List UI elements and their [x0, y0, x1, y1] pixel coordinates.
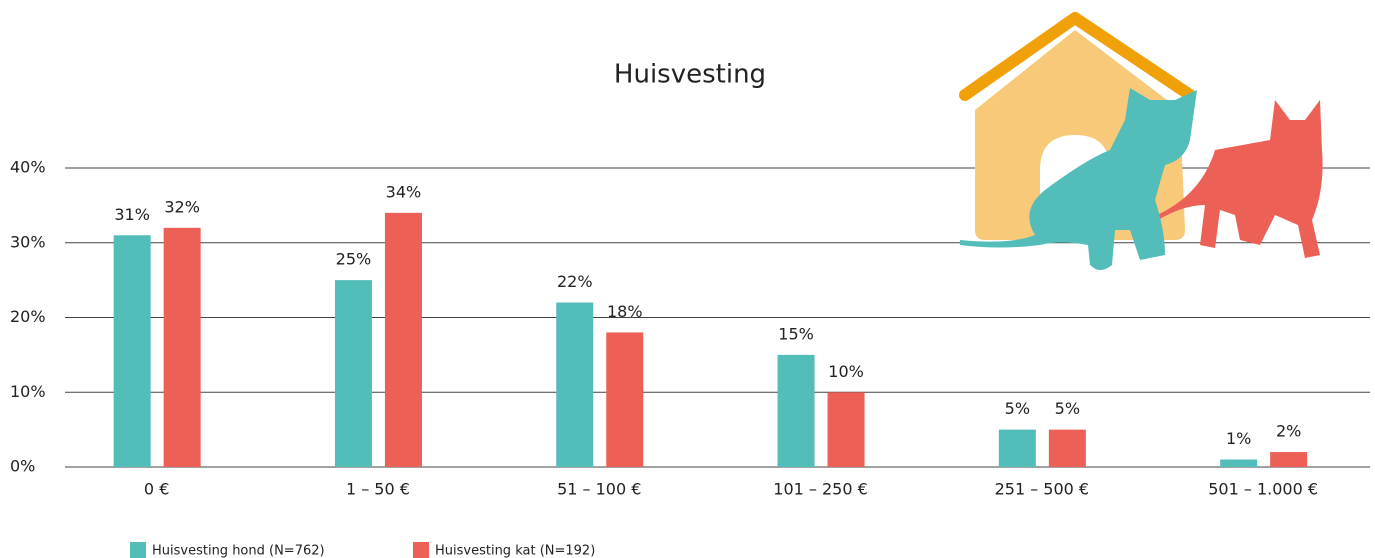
bar — [606, 332, 644, 467]
cat-red — [1145, 100, 1323, 258]
chart-title: Huisvesting — [614, 60, 766, 90]
value-label: 5% — [1005, 399, 1030, 418]
bar — [113, 235, 151, 467]
bar — [777, 354, 815, 467]
value-label: 1% — [1226, 429, 1251, 448]
value-label: 22% — [557, 272, 593, 291]
bar — [1048, 429, 1086, 467]
legend-label: Huisvesting kat (N=192) — [435, 544, 595, 558]
x-tick-label: 0 € — [144, 480, 169, 499]
value-label: 34% — [386, 182, 422, 201]
value-label: 18% — [607, 302, 643, 321]
plot: Huisvesting 0% 10% 20% 30% 40% 0 € 31% 32% 1 – 5… — [10, 60, 1318, 558]
legend-label: Huisvesting hond (N=762) — [152, 544, 325, 558]
bar — [827, 392, 865, 467]
x-tick-label: 501 – 1.000 € — [1208, 480, 1318, 499]
cat-teal — [960, 88, 1197, 270]
y-tick-label: 10% — [10, 382, 46, 401]
x-tick-label: 101 – 250 € — [773, 480, 868, 499]
value-label: 15% — [778, 324, 814, 343]
bar — [163, 227, 201, 467]
value-label: 25% — [336, 250, 372, 269]
value-label: 10% — [828, 362, 864, 381]
bar — [1270, 452, 1308, 467]
value-label: 32% — [164, 197, 200, 216]
value-label: 5% — [1055, 399, 1080, 418]
value-label: 31% — [114, 205, 150, 224]
y-tick-label: 0% — [10, 457, 35, 476]
y-tick-label: 40% — [10, 158, 46, 177]
bar — [1220, 459, 1258, 467]
bar — [998, 429, 1036, 467]
legend-swatch — [130, 542, 146, 558]
bar — [384, 212, 422, 467]
bar — [334, 280, 372, 467]
x-tick-label: 251 – 500 € — [995, 480, 1090, 499]
x-tick-label: 1 – 50 € — [346, 480, 410, 499]
house-roof — [959, 12, 1196, 101]
legend-swatch — [413, 542, 429, 558]
bar — [556, 302, 594, 467]
y-tick-label: 20% — [10, 307, 46, 326]
x-tick-label: 51 – 100 € — [557, 480, 641, 499]
value-label: 2% — [1276, 422, 1301, 441]
y-tick-label: 30% — [10, 232, 46, 251]
illustration — [959, 12, 1323, 270]
